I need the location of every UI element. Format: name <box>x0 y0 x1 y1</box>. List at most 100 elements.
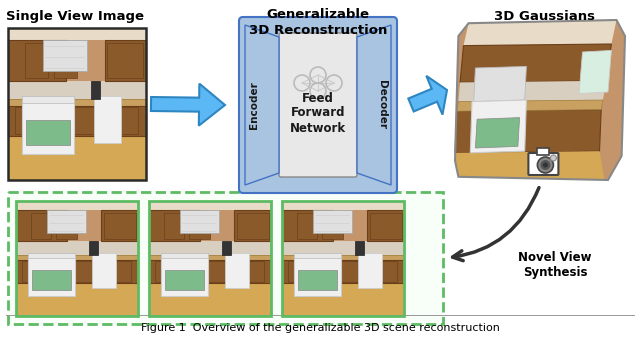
Bar <box>56 212 77 239</box>
Text: Figure 1  Overview of the generalizable 3D scene reconstruction: Figure 1 Overview of the generalizable 3… <box>141 323 499 333</box>
Bar <box>54 43 77 78</box>
Bar <box>234 210 271 241</box>
Bar <box>149 210 200 241</box>
Text: Generalizable
3D Reconstruction: Generalizable 3D Reconstruction <box>249 8 387 37</box>
Bar <box>282 201 404 210</box>
Text: Single View Image: Single View Image <box>6 10 144 23</box>
Bar <box>538 148 549 155</box>
FancyBboxPatch shape <box>8 192 443 324</box>
Bar <box>282 255 404 260</box>
Bar <box>26 119 70 146</box>
Polygon shape <box>463 20 616 46</box>
FancyBboxPatch shape <box>239 17 397 193</box>
Text: Decoder: Decoder <box>377 80 387 130</box>
Text: Novel View
Synthesis: Novel View Synthesis <box>518 251 592 279</box>
Bar <box>16 201 138 316</box>
Polygon shape <box>474 66 526 102</box>
Bar <box>294 253 340 296</box>
Bar <box>16 283 138 316</box>
Bar <box>282 283 404 316</box>
Bar <box>8 40 66 81</box>
Bar <box>22 97 74 103</box>
Bar <box>282 201 404 316</box>
Bar <box>8 136 146 180</box>
Bar <box>164 212 184 239</box>
Text: 3D Gaussians: 3D Gaussians <box>495 10 595 23</box>
Bar <box>298 270 337 290</box>
Bar <box>15 107 52 134</box>
Polygon shape <box>457 100 603 111</box>
Bar <box>104 40 146 81</box>
Bar <box>16 201 138 210</box>
Bar <box>155 261 188 282</box>
Polygon shape <box>460 44 611 83</box>
Bar <box>326 261 359 282</box>
Bar <box>282 241 404 255</box>
Polygon shape <box>408 76 447 115</box>
Polygon shape <box>455 20 625 180</box>
Polygon shape <box>579 50 611 93</box>
Bar <box>92 253 116 288</box>
Bar <box>8 105 146 136</box>
Bar <box>282 260 404 283</box>
Bar <box>367 210 404 241</box>
Bar <box>28 253 74 296</box>
Text: Encoder: Encoder <box>249 81 259 129</box>
Bar <box>16 241 138 255</box>
Bar <box>149 255 271 260</box>
Bar <box>31 212 51 239</box>
Circle shape <box>550 155 556 161</box>
Bar <box>149 201 271 316</box>
Bar <box>24 43 48 78</box>
Bar <box>58 107 95 134</box>
Bar <box>32 270 71 290</box>
Circle shape <box>538 157 554 173</box>
Bar <box>8 28 146 40</box>
Bar <box>149 241 271 255</box>
Polygon shape <box>455 151 605 180</box>
Circle shape <box>543 163 548 167</box>
Bar <box>189 212 210 239</box>
Bar <box>101 210 138 241</box>
Polygon shape <box>470 100 526 153</box>
Bar <box>237 212 269 239</box>
Bar <box>149 283 271 316</box>
Bar <box>100 107 138 134</box>
Bar <box>8 28 146 180</box>
Bar <box>16 210 138 316</box>
Bar <box>16 210 67 241</box>
Polygon shape <box>151 84 225 125</box>
Bar <box>8 81 146 100</box>
Bar <box>98 261 131 282</box>
FancyBboxPatch shape <box>279 33 357 177</box>
Bar <box>22 97 74 154</box>
Polygon shape <box>245 25 279 185</box>
Bar <box>93 97 121 143</box>
Text: Feed
Forward
Network: Feed Forward Network <box>290 91 346 134</box>
Bar <box>297 212 317 239</box>
Bar <box>165 270 204 290</box>
Bar <box>47 210 86 233</box>
FancyBboxPatch shape <box>529 153 558 175</box>
FancyArrowPatch shape <box>452 188 539 261</box>
Bar <box>312 210 351 233</box>
Circle shape <box>540 160 550 170</box>
Bar <box>108 43 143 78</box>
Bar <box>104 212 136 239</box>
Bar <box>149 210 271 316</box>
Bar <box>149 201 271 210</box>
Bar <box>364 261 397 282</box>
Bar <box>370 212 401 239</box>
Bar <box>8 100 146 105</box>
Bar <box>282 210 404 316</box>
Bar <box>282 210 333 241</box>
Bar <box>149 260 271 283</box>
Bar <box>323 212 343 239</box>
Bar <box>8 40 146 180</box>
Bar <box>225 253 249 288</box>
Polygon shape <box>357 25 391 185</box>
Bar <box>294 253 340 258</box>
Bar <box>358 253 382 288</box>
Bar <box>288 261 321 282</box>
Bar <box>91 81 100 100</box>
